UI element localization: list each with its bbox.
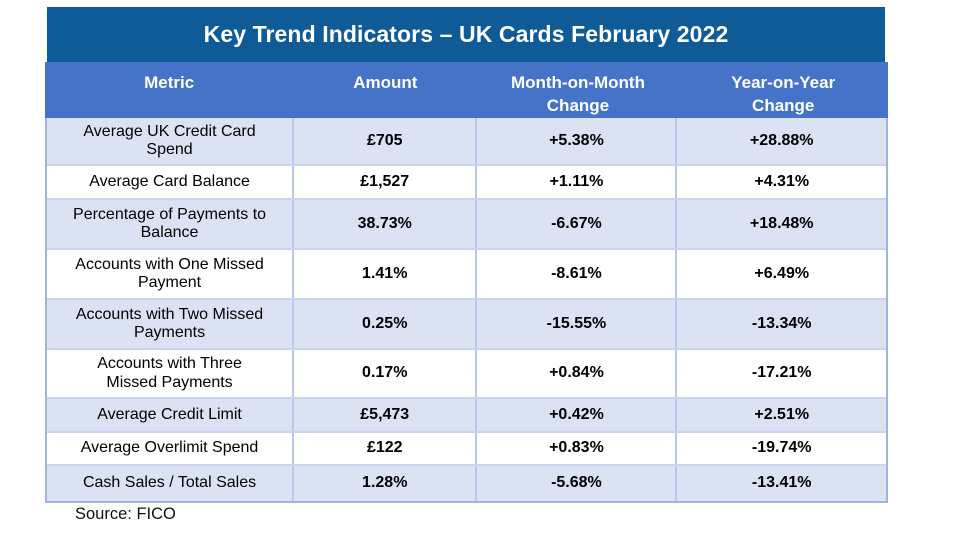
metric-cell: Cash Sales / Total Sales [47,466,295,501]
table-row: Percentage of Payments to Balance 38.73%… [47,200,886,250]
mom-change-cell: -8.61% [477,250,678,298]
yoy-change-cell: -19.74% [751,439,812,457]
metric-cell: Accounts with Two Missed Payments [47,300,295,348]
amount-cell: 0.17% [294,350,478,397]
column-header-yoy-change: Year-on-Year Change [731,73,836,115]
metric-cell: Average Card Balance [47,166,295,198]
table-row: Average Card Balance £1,527 +1.11% +4.31… [47,166,886,200]
mom-change-cell: +1.11% [477,166,678,198]
mom-change-cell: +0.84% [477,350,678,397]
mom-change-cell: +0.83% [477,433,678,464]
page-title: Key Trend Indicators – UK Cards February… [203,21,729,47]
amount-cell: £705 [294,118,478,164]
metric-cell: Percentage of Payments to Balance [47,200,295,248]
column-header-metric: Metric [144,73,195,92]
amount-cell: 1.28% [294,466,478,501]
yoy-change-cell: +18.48% [749,214,814,232]
mom-change-cell: -6.67% [477,200,678,248]
yoy-change-cell: +2.51% [754,405,810,423]
yoy-change-cell: -13.41% [751,474,812,492]
yoy-change-cell: +6.49% [754,264,810,282]
yoy-change-cell: -13.34% [751,314,812,332]
title-banner: Key Trend Indicators – UK Cards February… [47,7,885,62]
column-header-amount: Amount [353,73,418,92]
amount-cell: 0.25% [294,300,478,348]
column-header-mom-change: Month-on-Month Change [510,73,645,115]
table-row: Average Credit Limit £5,473 +0.42% +2.51… [47,399,886,433]
amount-cell: 1.41% [294,250,478,298]
amount-cell: £1,527 [294,166,478,198]
yoy-change-cell: -17.21% [751,364,812,382]
table-row: Accounts with Three Missed Payments 0.17… [47,350,886,399]
table-row: Average UK Credit Card Spend £705 +5.38%… [47,118,886,166]
table-row: Cash Sales / Total Sales 1.28% -5.68% -1… [47,466,886,501]
metric-cell: Accounts with One Missed Payment [47,250,295,298]
metric-cell: Accounts with Three Missed Payments [47,350,295,397]
table-row: Accounts with Two Missed Payments 0.25% … [47,300,886,350]
kpi-table: Metric Amount Month-on-Month Change Year… [45,62,888,503]
amount-cell: 38.73% [294,200,478,248]
metric-cell: Average UK Credit Card Spend [47,118,295,164]
metric-cell: Average Credit Limit [47,399,295,431]
metric-cell: Average Overlimit Spend [47,433,295,464]
yoy-change-cell: +28.88% [749,131,814,149]
table-header-row: Metric Amount Month-on-Month Change Year… [45,62,888,118]
amount-cell: £122 [294,433,478,464]
mom-change-cell: +5.38% [477,118,678,164]
amount-cell: £5,473 [294,399,478,431]
yoy-change-cell: +4.31% [754,172,810,190]
source-note: Source: FICO [75,505,176,523]
table-row: Accounts with One Missed Payment 1.41% -… [47,250,886,300]
mom-change-cell: -5.68% [477,466,678,501]
mom-change-cell: +0.42% [477,399,678,431]
table-body: Average UK Credit Card Spend £705 +5.38%… [45,118,888,503]
table-row: Average Overlimit Spend £122 +0.83% -19.… [47,433,886,466]
mom-change-cell: -15.55% [477,300,678,348]
